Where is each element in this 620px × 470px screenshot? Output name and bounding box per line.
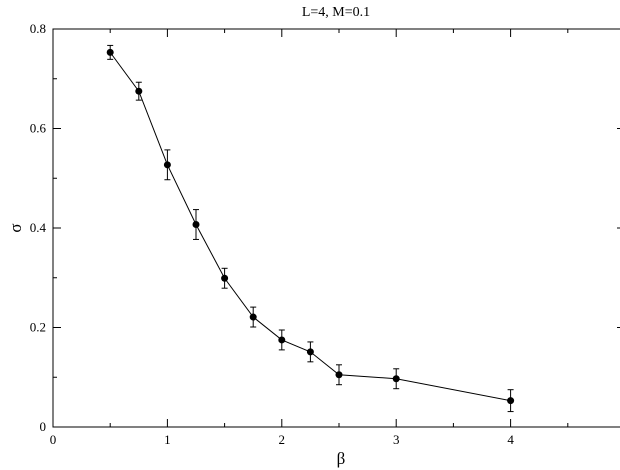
data-point <box>106 48 114 56</box>
data-points <box>106 48 515 405</box>
data-point <box>392 375 400 383</box>
data-point <box>135 87 143 95</box>
x-tick-label: 2 <box>279 432 286 447</box>
x-axis-label: β <box>337 449 346 468</box>
data-point <box>163 161 171 169</box>
chart-title: L=4, M=0.1 <box>302 5 370 20</box>
data-point <box>306 348 314 356</box>
x-tick-label: 3 <box>393 432 400 447</box>
y-axis-label: σ <box>6 223 25 232</box>
y-tick-label: 0.2 <box>30 320 46 335</box>
data-point <box>335 371 343 379</box>
axis-tick-labels: 01234500.20.40.60.8 <box>30 21 515 447</box>
y-tick-label: 0.4 <box>30 220 47 235</box>
data-point <box>507 397 515 405</box>
data-point <box>249 313 257 321</box>
x-tick-label: 1 <box>164 432 171 447</box>
data-point <box>278 336 286 344</box>
y-tick-label: 0.8 <box>30 21 46 36</box>
data-point <box>192 221 200 229</box>
x-tick-label: 0 <box>50 432 57 447</box>
x-tick-label: 4 <box>507 432 514 447</box>
y-tick-label: 0 <box>40 419 47 434</box>
axis-ticks <box>52 28 620 428</box>
data-point <box>221 274 229 282</box>
y-tick-label: 0.6 <box>30 121 47 136</box>
